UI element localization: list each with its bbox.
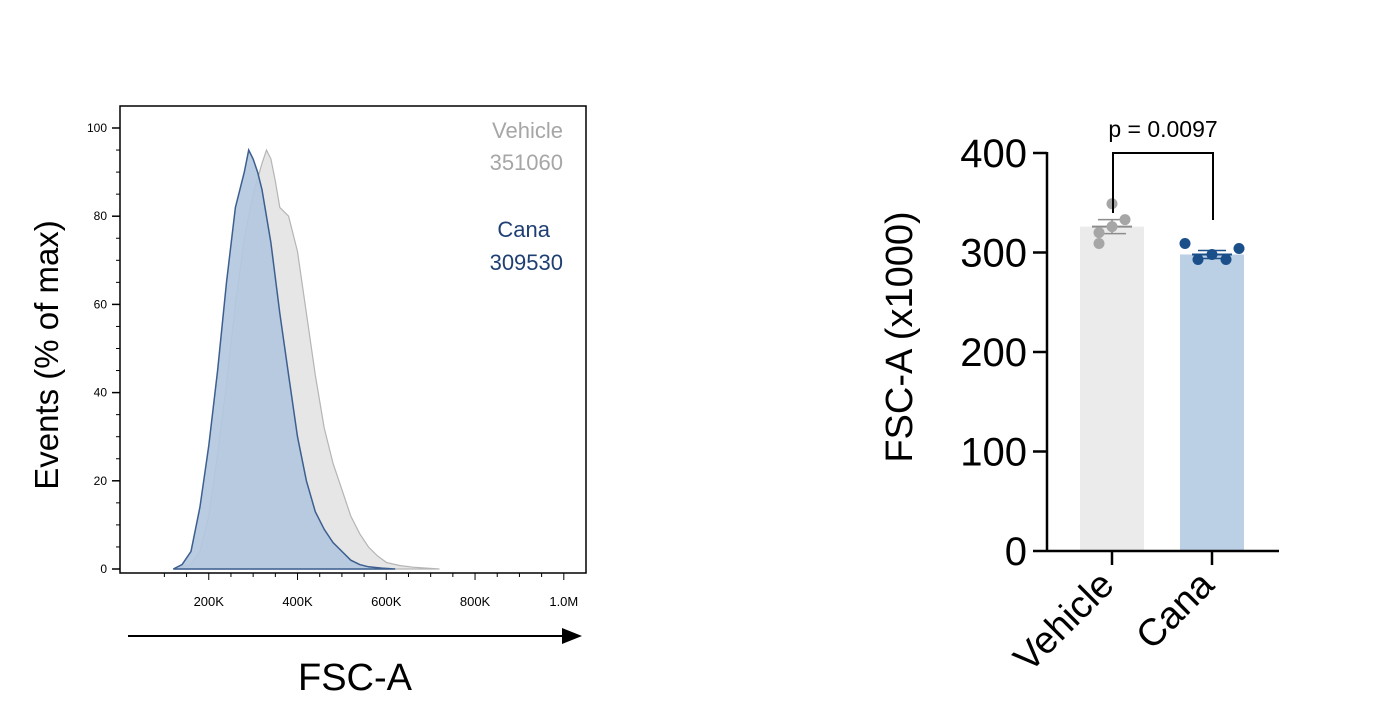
bar-vehicle <box>1080 226 1144 551</box>
bar-series <box>1080 226 1244 552</box>
data-point-vehicle <box>1119 214 1131 226</box>
legend-cana-value: 309530 <box>490 250 563 275</box>
legend-vehicle-name: Vehicle <box>492 118 563 143</box>
legend-cana-name: Cana <box>497 217 550 242</box>
bar-cana <box>1180 254 1244 552</box>
histogram-y-tick-label: 80 <box>94 209 108 223</box>
histogram-y-axis: 0 20 40 60 80 100 <box>87 121 120 576</box>
histogram-chart: 0 20 40 60 80 100 200K 400K 600K 800K 1.0M Vehicl… <box>28 105 587 699</box>
data-point-cana <box>1179 238 1191 250</box>
histogram-y-tick-label: 60 <box>94 297 108 311</box>
histogram-area-cana <box>172 147 396 570</box>
significance-bracket <box>1112 152 1214 220</box>
bar-y-axis-label: FSC-A (x1000) <box>879 211 921 462</box>
histogram-x-axis-label: FSC-A <box>298 657 413 699</box>
histogram-x-tick-label: 800K <box>460 594 491 609</box>
bar-x-tick-label-cana: Cana <box>1128 563 1223 658</box>
histogram-x-tick-label: 200K <box>194 594 225 609</box>
histogram-y-tick-label: 0 <box>100 562 107 576</box>
p-value-annotation: p = 0.0097 <box>1108 116 1217 142</box>
data-point-cana <box>1233 243 1245 255</box>
histogram-x-tick-label: 600K <box>371 594 402 609</box>
data-point-vehicle <box>1093 227 1105 239</box>
bar-y-tick-label: 100 <box>960 431 1027 475</box>
histogram-plot-frame <box>119 105 587 574</box>
bar-y-tick-label: 300 <box>960 232 1027 276</box>
histogram-y-tick-label: 100 <box>87 121 107 135</box>
legend-vehicle-value: 351060 <box>490 150 563 175</box>
histogram-y-tick-label: 20 <box>94 474 108 488</box>
histogram-y-tick-label: 40 <box>94 386 108 400</box>
bar-chart: 0 100 200 300 400 Vehicle Cana p = 0.0097 FSC… <box>879 116 1279 680</box>
bar-y-axis: 0 100 200 300 400 <box>960 132 1049 574</box>
histogram-y-axis-label: Events (% of max) <box>28 220 65 490</box>
data-points <box>1093 198 1245 265</box>
data-point-cana <box>1192 253 1204 265</box>
bar-x-tick-label-vehicle: Vehicle <box>1006 564 1122 680</box>
histogram-x-tick-label: 400K <box>282 594 313 609</box>
x-axis-arrow-head <box>562 628 582 644</box>
data-point-cana <box>1220 253 1232 265</box>
bar-y-tick-label: 400 <box>960 132 1027 176</box>
histogram-x-axis: 200K 400K 600K 800K 1.0M <box>163 573 578 609</box>
bar-x-axis: Vehicle Cana <box>1006 549 1279 680</box>
data-point-vehicle <box>1106 221 1118 233</box>
histogram-x-tick-label: 1.0M <box>549 594 578 609</box>
data-point-cana <box>1206 248 1218 260</box>
bar-y-tick-label: 200 <box>960 331 1027 375</box>
bar-y-tick-label: 0 <box>1005 530 1027 574</box>
data-point-vehicle <box>1093 238 1105 250</box>
